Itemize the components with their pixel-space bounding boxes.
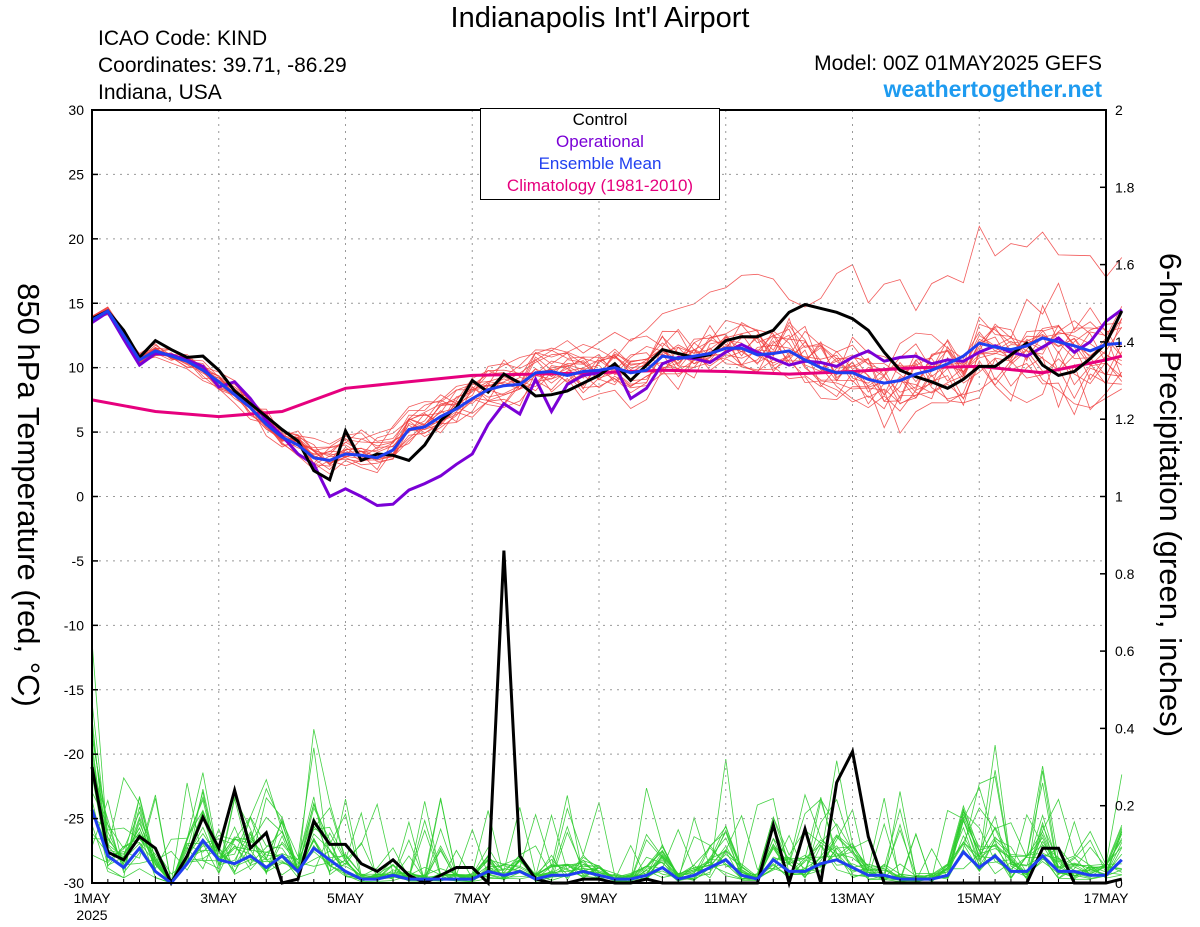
legend-ensemble-mean: Ensemble Mean <box>538 154 662 173</box>
y-left-tick-label: 5 <box>76 424 84 440</box>
x-tick-label: 5MAY <box>327 890 365 906</box>
y-right-tick-label: 1.4 <box>1115 334 1135 350</box>
y-left-tick-label: -5 <box>72 553 85 569</box>
member-temp-line <box>91 225 1123 457</box>
site-link[interactable]: weathertogether.net <box>883 76 1102 102</box>
x-tick-label: 1MAY <box>73 890 111 906</box>
axes: -30-25-20-15-10-505101520253000.20.40.60… <box>64 102 1135 923</box>
member-temp-line <box>91 310 1123 466</box>
y-left-tick-label: 30 <box>68 102 84 118</box>
member-temp-line <box>91 308 1123 462</box>
y-right-tick-label: 0.8 <box>1115 566 1135 582</box>
x-tick-label: 17MAY <box>1084 890 1130 906</box>
y-left-tick-label: 0 <box>76 489 84 505</box>
main-series <box>90 302 1124 889</box>
member-temp-line <box>91 313 1123 463</box>
chart-title: Indianapolis Int'l Airport <box>450 2 750 34</box>
y-left-tick-label: 25 <box>68 166 84 182</box>
y-right-tick-label: 0.4 <box>1115 720 1135 736</box>
y-right-tick-label: 1.8 <box>1115 179 1135 195</box>
ensemble-mean-temp-line <box>91 308 1122 462</box>
y-right-tick-label: 2 <box>1115 102 1123 118</box>
grid-lines <box>92 110 1106 883</box>
y-left-tick-label: 15 <box>68 295 84 311</box>
legend: Control Operational Ensemble Mean Climat… <box>480 108 720 200</box>
ensemble-mean-precip-line <box>90 809 1123 886</box>
x-tick-label: 3MAY <box>200 890 238 906</box>
y-right-tick-label: 1.2 <box>1115 411 1135 427</box>
y-right-tick-label: 0.6 <box>1115 643 1135 659</box>
x-tick-label: 11MAY <box>704 890 748 906</box>
y-right-tick-label: 0 <box>1115 875 1123 891</box>
y-left-tick-label: -30 <box>64 875 84 891</box>
legend-operational: Operational <box>556 132 644 151</box>
member-precip-line <box>91 734 1123 884</box>
coordinates: Coordinates: 39.71, -86.29 <box>98 54 347 77</box>
y-right-tick-label: 1.6 <box>1115 257 1135 273</box>
x-tick-label: 13MAY <box>830 890 876 906</box>
ensemble-members <box>91 225 1123 885</box>
member-precip-line <box>91 744 1123 882</box>
y-left-tick-label: -15 <box>64 682 84 698</box>
member-precip-line <box>91 742 1123 884</box>
member-temp-line <box>91 309 1122 464</box>
x-tick-year-label: 2025 <box>76 907 107 923</box>
x-tick-label: 15MAY <box>957 890 1003 906</box>
y-left-tick-label: -20 <box>64 746 84 762</box>
member-precip-line <box>91 737 1123 883</box>
y-right-tick-label: 0.2 <box>1115 798 1135 814</box>
member-temp-line <box>91 307 1123 467</box>
x-tick-label: 9MAY <box>580 890 618 906</box>
region: Indiana, USA <box>98 81 222 104</box>
y-left-tick-label: -25 <box>64 811 84 827</box>
model-run: Model: 00Z 01MAY2025 GEFS <box>814 52 1102 75</box>
icao-code: ICAO Code: KIND <box>98 27 268 50</box>
legend-climatology: Climatology (1981-2010) <box>506 176 694 195</box>
member-temp-line <box>91 310 1123 466</box>
x-tick-label: 7MAY <box>454 890 492 906</box>
y-left-tick-label: -10 <box>64 617 84 633</box>
y-right-tick-label: 1 <box>1115 489 1123 505</box>
y-left-tick-label: 10 <box>68 360 84 376</box>
legend-control: Control <box>572 110 628 129</box>
y-left-tick-label: 20 <box>68 231 84 247</box>
